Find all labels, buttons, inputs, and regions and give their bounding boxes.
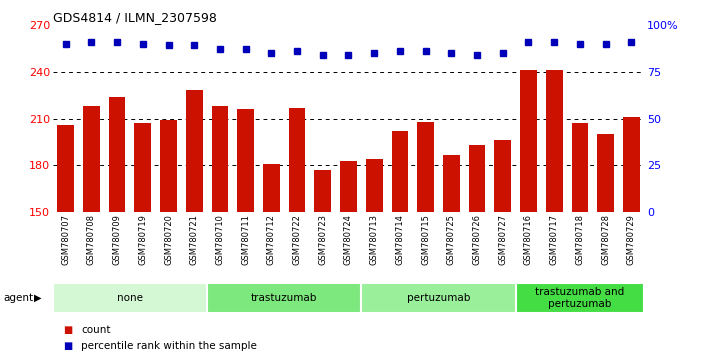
Text: GSM780723: GSM780723 [318, 215, 327, 266]
Text: count: count [81, 325, 111, 335]
Text: GSM780729: GSM780729 [627, 215, 636, 266]
Text: none: none [117, 293, 143, 303]
Bar [237, 109, 254, 212]
Bar [520, 70, 537, 212]
Text: ■: ■ [63, 341, 73, 351]
Text: GSM780719: GSM780719 [138, 215, 147, 266]
Bar [340, 161, 357, 212]
Bar [108, 97, 125, 212]
Text: GSM780715: GSM780715 [421, 215, 430, 266]
Bar [443, 155, 460, 212]
Bar [597, 134, 614, 212]
Text: GSM780708: GSM780708 [87, 215, 96, 266]
Bar [515, 283, 644, 313]
Text: agent: agent [4, 293, 34, 303]
Text: GDS4814 / ILMN_2307598: GDS4814 / ILMN_2307598 [53, 11, 217, 24]
Bar [207, 283, 361, 313]
Bar [391, 131, 408, 212]
Text: GSM780712: GSM780712 [267, 215, 276, 266]
Bar [546, 70, 562, 212]
Text: GSM780711: GSM780711 [241, 215, 250, 266]
Text: percentile rank within the sample: percentile rank within the sample [81, 341, 257, 351]
Bar [212, 106, 228, 212]
Text: ■: ■ [63, 325, 73, 335]
Text: trastuzumab and
pertuzumab: trastuzumab and pertuzumab [535, 287, 624, 309]
Text: pertuzumab: pertuzumab [407, 293, 470, 303]
Text: GSM780709: GSM780709 [113, 215, 122, 266]
Bar [417, 122, 434, 212]
Bar [263, 164, 279, 212]
Bar [469, 145, 485, 212]
Bar [134, 123, 151, 212]
Bar [315, 170, 331, 212]
Bar [186, 90, 203, 212]
Text: ▶: ▶ [34, 293, 42, 303]
Text: GSM780727: GSM780727 [498, 215, 508, 266]
Text: GSM780722: GSM780722 [293, 215, 301, 266]
Text: GSM780720: GSM780720 [164, 215, 173, 266]
Text: GSM780716: GSM780716 [524, 215, 533, 266]
Text: GSM780717: GSM780717 [550, 215, 559, 266]
Text: GSM780718: GSM780718 [575, 215, 584, 266]
Text: GSM780713: GSM780713 [370, 215, 379, 266]
Bar [361, 283, 515, 313]
Bar [83, 106, 100, 212]
Bar [289, 108, 306, 212]
Text: GSM780725: GSM780725 [447, 215, 455, 266]
Bar [623, 117, 640, 212]
Text: GSM780721: GSM780721 [189, 215, 199, 266]
Bar [494, 141, 511, 212]
Text: trastuzumab: trastuzumab [251, 293, 318, 303]
Text: GSM780707: GSM780707 [61, 215, 70, 266]
Bar [53, 283, 207, 313]
Text: GSM780714: GSM780714 [396, 215, 404, 266]
Bar [572, 123, 589, 212]
Bar [160, 120, 177, 212]
Bar [366, 159, 382, 212]
Text: GSM780728: GSM780728 [601, 215, 610, 266]
Text: GSM780726: GSM780726 [472, 215, 482, 266]
Text: GSM780710: GSM780710 [215, 215, 225, 266]
Bar [57, 125, 74, 212]
Text: GSM780724: GSM780724 [344, 215, 353, 266]
